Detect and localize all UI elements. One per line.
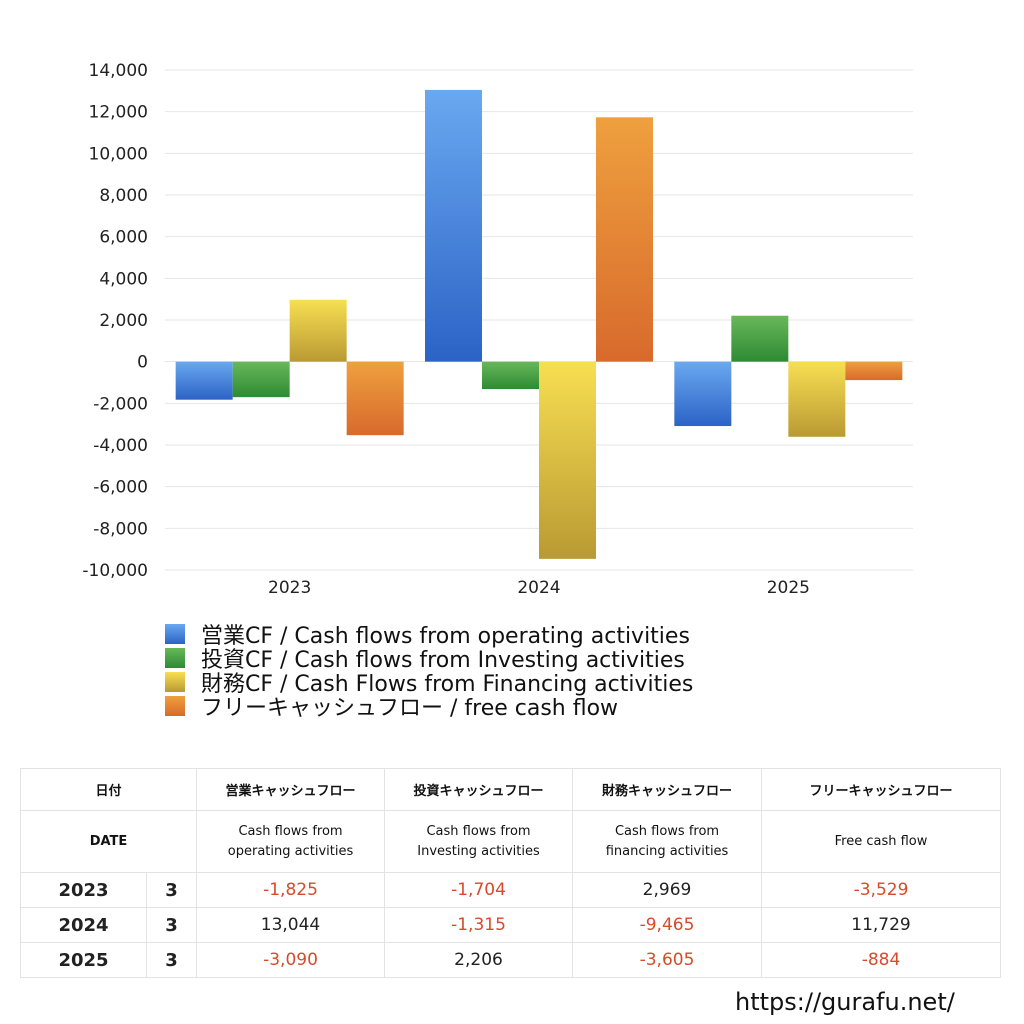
legend-swatch-operating	[165, 624, 185, 644]
header-financing-en: Cash flows from financing activities	[572, 810, 763, 873]
bar-2025-series-0	[674, 361, 732, 427]
cell-free: -884	[761, 942, 1002, 978]
y-tick-label: 12,000	[89, 103, 148, 123]
bar-2024-series-1	[482, 361, 539, 390]
y-tick-label: -2,000	[93, 394, 148, 414]
y-tick-label: 4,000	[99, 269, 148, 289]
cell-investing: 2,206	[384, 942, 574, 978]
cell-free: -3,529	[761, 872, 1002, 908]
y-tick-label: 10,000	[89, 144, 148, 164]
legend-label: 財務CF / Cash Flows from Financing activit…	[201, 672, 694, 697]
header-investing-en: Cash flows from Investing activities	[384, 810, 574, 873]
row-year: 2023	[20, 872, 147, 908]
row-year: 2024	[20, 907, 147, 943]
legend-label: 営業CF / Cash flows from operating activit…	[201, 624, 690, 649]
legend-swatch-financing	[165, 672, 185, 692]
row-year: 2025	[20, 942, 147, 978]
cell-investing: -1,315	[384, 907, 574, 943]
header-free-en: Free cash flow	[761, 810, 1002, 873]
cash-flow-table: 日付 営業キャッシュフロー 投資キャッシュフロー 財務キャッシュフロー フリーキ…	[19, 768, 1002, 978]
legend-label: フリーキャッシュフロー / free cash flow	[201, 696, 619, 721]
y-tick-label: 8,000	[99, 186, 148, 206]
header-date-jp: 日付	[19, 768, 198, 811]
y-tick-label: -10,000	[82, 561, 148, 581]
legend-item-operating: 営業CF / Cash flows from operating activit…	[165, 622, 693, 649]
cell-operating: -3,090	[196, 942, 386, 978]
table-row: 2024 3 13,044 -1,315 -9,465 11,729	[20, 907, 1002, 943]
bar-2024-series-2	[539, 361, 596, 559]
y-tick-label: -8,000	[93, 519, 148, 539]
row-month: 3	[145, 942, 198, 978]
y-tick-label: 14,000	[89, 61, 148, 81]
cell-financing: -9,465	[572, 907, 763, 943]
header-date-en: DATE	[19, 810, 198, 873]
table-row: 2023 3 -1,825 -1,704 2,969 -3,529	[20, 872, 1002, 908]
header-investing-jp: 投資キャッシュフロー	[384, 768, 574, 811]
bar-2024-series-0	[425, 89, 482, 362]
row-month: 3	[145, 907, 198, 943]
bar-2023-series-1	[232, 361, 290, 398]
x-tick-label: 2023	[268, 578, 311, 598]
legend-item-free: フリーキャッシュフロー / free cash flow	[165, 694, 693, 721]
bar-2023-series-3	[346, 361, 404, 436]
bar-2024-series-3	[596, 117, 653, 362]
row-month: 3	[145, 872, 198, 908]
y-tick-label: -6,000	[93, 478, 148, 498]
chart-legend: 営業CF / Cash flows from operating activit…	[165, 622, 693, 721]
cell-financing: 2,969	[572, 872, 763, 908]
legend-label: 投資CF / Cash flows from Investing activit…	[201, 648, 685, 673]
header-financing-jp: 財務キャッシュフロー	[572, 768, 763, 811]
header-free-jp: フリーキャッシュフロー	[761, 768, 1002, 811]
cell-financing: -3,605	[572, 942, 763, 978]
legend-swatch-investing	[165, 648, 185, 668]
header-operating-jp: 営業キャッシュフロー	[196, 768, 386, 811]
cell-operating: -1,825	[196, 872, 386, 908]
table-header-en: DATE Cash flows from operating activities…	[19, 810, 1002, 873]
header-operating-en: Cash flows from operating activities	[196, 810, 386, 873]
y-tick-label: 6,000	[99, 228, 148, 248]
legend-item-investing: 投資CF / Cash flows from Investing activit…	[165, 646, 693, 673]
bar-2025-series-2	[788, 361, 846, 437]
bar-2025-series-1	[731, 315, 789, 362]
y-tick-label: -4,000	[93, 436, 148, 456]
cell-investing: -1,704	[384, 872, 574, 908]
legend-swatch-free	[165, 696, 185, 716]
cash-flow-bar-chart: 14,000 12,000 10,000 8,000 6,000 4,000 2,000 0 -…	[82, 61, 913, 598]
y-tick-label: 0	[137, 353, 148, 373]
cell-free: 11,729	[761, 907, 1002, 943]
bar-2025-series-3	[845, 361, 903, 381]
bar-2023-series-0	[175, 361, 233, 400]
x-tick-label: 2025	[767, 578, 810, 598]
site-url: https://gurafu.net/	[735, 988, 955, 1016]
y-tick-label: 2,000	[99, 311, 148, 331]
table-row: 2025 3 -3,090 2,206 -3,605 -884	[20, 942, 1002, 978]
legend-item-financing: 財務CF / Cash Flows from Financing activit…	[165, 670, 693, 697]
x-tick-label: 2024	[517, 578, 560, 598]
bar-2023-series-2	[289, 299, 347, 362]
cell-operating: 13,044	[196, 907, 386, 943]
table-header-jp: 日付 営業キャッシュフロー 投資キャッシュフロー 財務キャッシュフロー フリーキ…	[19, 768, 1002, 811]
